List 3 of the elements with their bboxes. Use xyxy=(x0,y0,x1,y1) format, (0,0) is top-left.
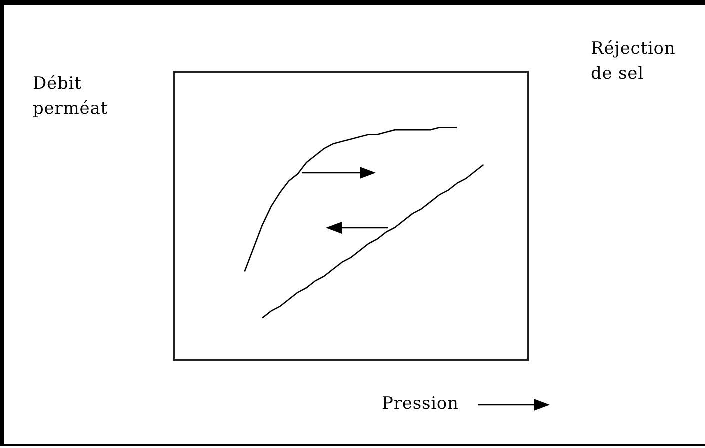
text: Débit perméat xyxy=(33,73,110,121)
text: Réjection de sel xyxy=(591,38,677,86)
x-axis-title: Pression xyxy=(382,393,459,416)
